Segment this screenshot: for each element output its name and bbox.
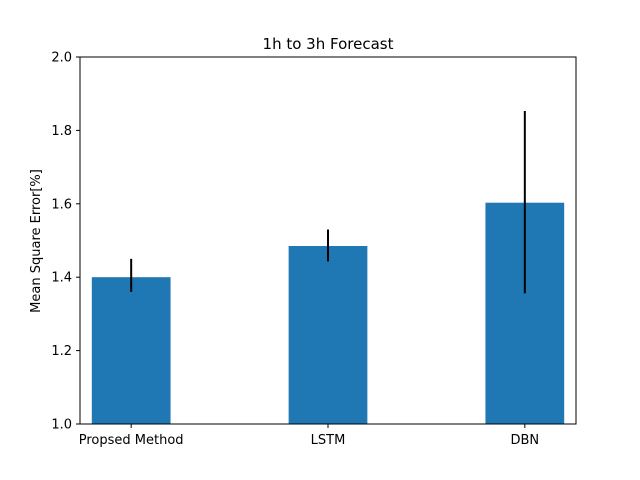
plot-frame [79,56,577,425]
y-axis-ticks: 1.0 1.2 1.4 1.6 1.8 2.0 [51,51,80,433]
x-tick-label-2: DBN [510,433,539,448]
y-tick-label-1: 1.2 [51,344,72,359]
y-axis-label: Mean Square Error[%] [29,169,44,313]
x-tick-label-1: LSTM [311,433,346,448]
y-tick-label-3: 1.6 [51,197,72,212]
chart-title: 1h to 3h Forecast [263,35,394,53]
bar-1 [288,246,368,424]
y-tick-label-0: 1.0 [51,418,72,433]
x-tick-label-0: Propsed Method [79,433,184,448]
x-axis-ticks: Propsed Method LSTM DBN [79,424,539,448]
y-tick-label-2: 1.4 [51,271,72,286]
bars-layer [91,202,565,424]
y-tick-label-4: 1.8 [51,124,72,139]
y-tick-label-5: 2.0 [51,51,72,66]
error-bars-layer [130,110,526,294]
bar-0 [91,277,171,424]
